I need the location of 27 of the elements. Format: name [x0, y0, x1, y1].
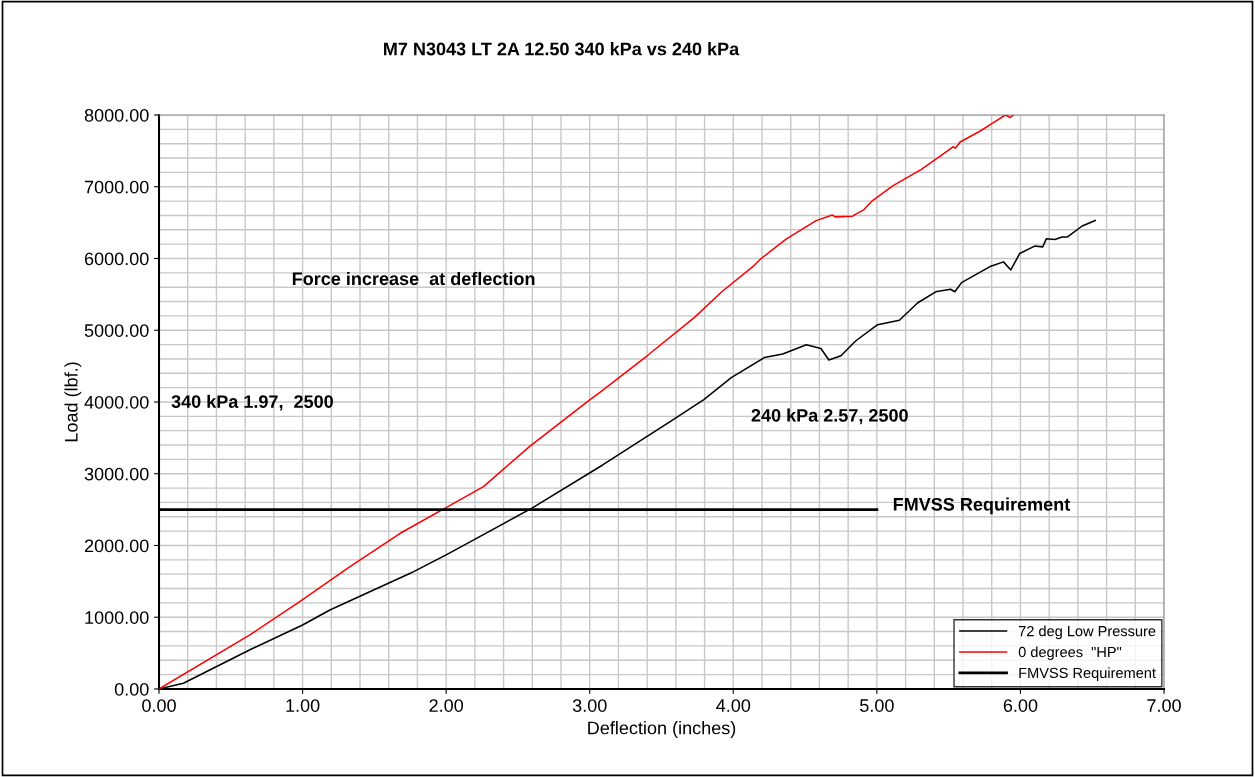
legend-label: 72 deg Low Pressure — [1018, 625, 1156, 640]
annotation: 340 kPa 1.97, 2500 — [171, 394, 333, 411]
x-tick-label: 6.00 — [1003, 699, 1038, 712]
legend-label: 0 degrees "HP" — [1018, 646, 1122, 661]
y-tick-label: 0.00 — [114, 682, 149, 696]
legend-label: FMVSS Requirement — [1019, 667, 1156, 681]
y-tick-label: 7000.00 — [84, 180, 149, 194]
y-axis-title: Load (lbf.) — [64, 362, 82, 442]
x-tick-label: 5.00 — [860, 699, 894, 712]
annotation: FMVSS Requirement — [893, 497, 1071, 515]
x-tick-label: 0.00 — [142, 699, 176, 712]
y-tick-label: 1000.00 — [85, 611, 149, 624]
y-tick-label: 6000.00 — [84, 252, 149, 266]
y-tick-label: 5000.00 — [84, 324, 149, 337]
x-tick-label: 2.00 — [429, 699, 464, 712]
x-tick-label: 1.00 — [286, 699, 320, 712]
y-tick-label: 3000.00 — [84, 467, 149, 481]
chart-title: M7 N3043 LT 2A 12.50 340 kPa vs 240 kPa — [384, 42, 740, 56]
y-tick-label: 4000.00 — [84, 395, 149, 409]
x-tick-label: 7.00 — [1147, 699, 1181, 712]
x-axis-title: Deflection (inches) — [588, 721, 736, 738]
annotation: Force increase at deflection — [292, 271, 535, 286]
x-tick-label: 3.00 — [572, 699, 607, 712]
y-tick-label: 2000.00 — [84, 539, 149, 553]
annotation: 240 kPa 2.57, 2500 — [751, 408, 908, 425]
x-tick-label: 4.00 — [716, 699, 751, 712]
y-tick-label: 8000.00 — [84, 108, 149, 122]
